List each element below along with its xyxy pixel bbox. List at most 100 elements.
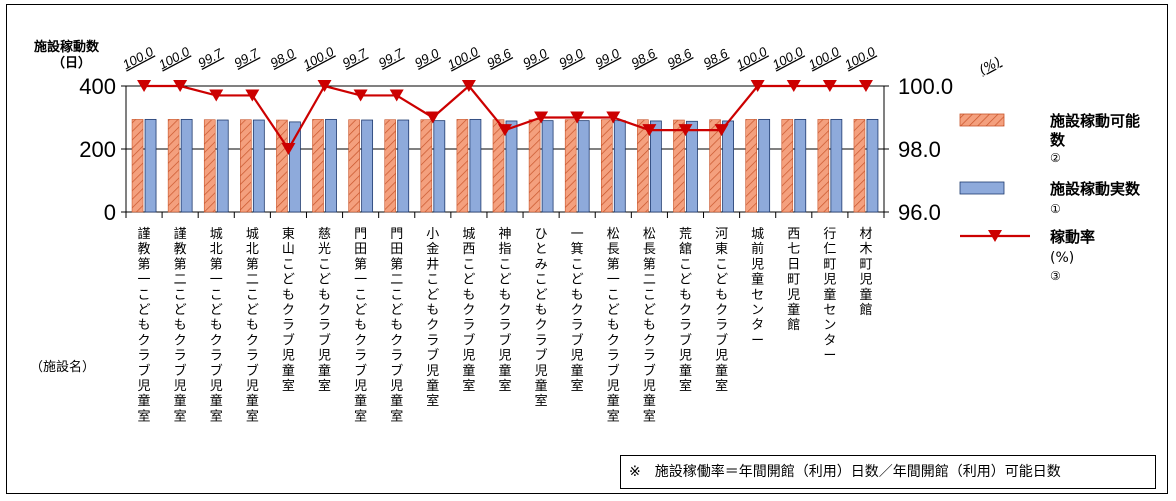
y-left-tick-label: 200 xyxy=(79,137,116,162)
data-label: 98.6 xyxy=(484,45,514,70)
y-right-tick-label: 100.0 xyxy=(898,74,953,99)
x-tick-label: 謹教第二こどもクラブ児童室 xyxy=(174,226,187,424)
bar-actual xyxy=(722,120,734,213)
legend-label-rate: 稼動率 xyxy=(1050,228,1095,246)
x-tick-label: 西七日町児童館 xyxy=(787,227,800,333)
x-tick-label: 材木町児童館 xyxy=(859,227,872,318)
x-tick-label: 行仁町児童センター xyxy=(823,227,836,364)
bar-possible xyxy=(492,119,505,213)
legend-label-rate-unit: (%) xyxy=(1050,250,1074,266)
y-left-tick-label: 0 xyxy=(104,200,116,225)
x-tick-label: 城西こどもクラブ児童室 xyxy=(462,227,475,394)
bar-possible xyxy=(348,119,360,213)
data-label: 98.0 xyxy=(268,45,298,70)
bar-actual xyxy=(649,120,662,213)
data-label: 100.0 xyxy=(445,43,481,72)
bar-possible xyxy=(853,119,866,213)
y-left-tick-label: 400 xyxy=(79,74,116,99)
rate-point xyxy=(714,124,729,137)
bar-actual xyxy=(866,118,879,213)
rate-point xyxy=(317,80,332,92)
data-label: 99.7 xyxy=(340,45,370,70)
x-tick-label: 城北第一こどもクラブ児童室 xyxy=(210,227,223,424)
x-tick-label: 謹教第一こどもクラブ児童室 xyxy=(138,226,151,424)
bar-actual xyxy=(361,119,374,213)
legend-label-actual-mark: ① xyxy=(1050,202,1061,216)
bar-actual xyxy=(144,118,157,213)
data-label: 100.0 xyxy=(770,43,806,72)
rate-point xyxy=(137,80,152,92)
rate-point xyxy=(425,111,440,124)
rate-point xyxy=(353,89,368,102)
rate-point xyxy=(245,89,260,102)
y-right-tick-label: 98.0 xyxy=(898,137,941,162)
x-axis-label: （施設名） xyxy=(30,360,96,375)
y-left-unit: （日） xyxy=(52,56,92,71)
x-tick-label: 荒舘こどもクラブ児童室 xyxy=(679,227,692,394)
rate-point xyxy=(858,80,873,92)
bar-possible xyxy=(203,119,216,213)
rate-point xyxy=(642,124,657,137)
rate-point xyxy=(209,89,224,102)
rate-point xyxy=(534,111,549,124)
y-left-title: 施設稼動数 xyxy=(34,40,100,55)
x-tick-label: 小金井こどもクラブ児童室 xyxy=(426,227,439,409)
bar-possible xyxy=(600,119,613,213)
bar-possible xyxy=(420,119,433,213)
data-label: 99.0 xyxy=(520,45,550,70)
legend-label-rate-mark: ③ xyxy=(1050,269,1061,283)
bar-possible xyxy=(673,119,685,213)
bar-possible xyxy=(637,119,649,213)
bar-actual xyxy=(758,118,771,213)
x-tick-label: 慈光こどもクラブ児童室 xyxy=(318,227,331,394)
bar-possible xyxy=(240,119,252,213)
data-label: 100.0 xyxy=(120,43,156,72)
x-tick-label: 河東こどもクラブ児童室 xyxy=(715,227,728,394)
bar-possible xyxy=(131,119,144,213)
x-tick-label: 松長第二こどもクラブ児童室 xyxy=(643,227,656,424)
bar-actual xyxy=(433,120,446,213)
bar-actual xyxy=(252,119,265,213)
rate-point xyxy=(173,80,188,92)
legend-label-possible-mark: ② xyxy=(1050,151,1061,165)
bar-possible xyxy=(456,119,469,213)
bar-possible xyxy=(528,119,541,213)
bar-possible xyxy=(384,119,397,213)
data-label: 100.0 xyxy=(842,43,878,72)
x-tick-label: 城前児童センター xyxy=(751,227,764,348)
legend-swatch-actual xyxy=(959,181,1005,195)
bar-actual xyxy=(180,118,193,213)
x-tick-label: 一箕こどもクラブ児童室 xyxy=(571,227,584,394)
bar-possible xyxy=(276,119,288,213)
x-tick-label: ひとみこどもクラブ児童室 xyxy=(535,227,548,409)
bar-possible xyxy=(564,119,577,213)
legend-label-actual: 施設稼動実数 xyxy=(1050,180,1141,198)
bar-actual xyxy=(289,121,301,213)
bar-actual xyxy=(505,120,518,213)
rate-point xyxy=(606,111,621,124)
data-label: 99.0 xyxy=(556,45,586,70)
rate-point xyxy=(822,80,837,92)
rate-point xyxy=(786,80,801,92)
bar-actual xyxy=(830,118,843,213)
footnote: ※ 施設稼働率＝年間開館（利用）日数／年間開館（利用）可能日数 xyxy=(620,455,1156,489)
rate-point xyxy=(281,143,296,155)
rate-point xyxy=(750,80,765,92)
bar-possible xyxy=(781,119,794,213)
bar-possible xyxy=(745,119,757,213)
bar-actual xyxy=(794,118,807,213)
y-right-unit: (%) xyxy=(977,55,1004,79)
rate-point xyxy=(389,89,404,102)
data-label: 99.7 xyxy=(232,45,262,70)
data-label: 99.7 xyxy=(195,45,225,70)
x-tick-label: 門田第一こどもクラブ児童室 xyxy=(354,227,367,424)
x-tick-label: 門田第二こどもクラブ児童室 xyxy=(390,227,403,424)
data-label: 100.0 xyxy=(301,43,337,72)
legend-swatch-possible xyxy=(959,113,1005,127)
bar-possible xyxy=(312,119,324,213)
data-label: 99.0 xyxy=(412,45,442,70)
bar-actual xyxy=(613,120,626,213)
x-tick-label: 東山こどもクラブ児童室 xyxy=(282,226,295,394)
data-label: 100.0 xyxy=(734,43,770,72)
bar-actual xyxy=(397,119,410,213)
